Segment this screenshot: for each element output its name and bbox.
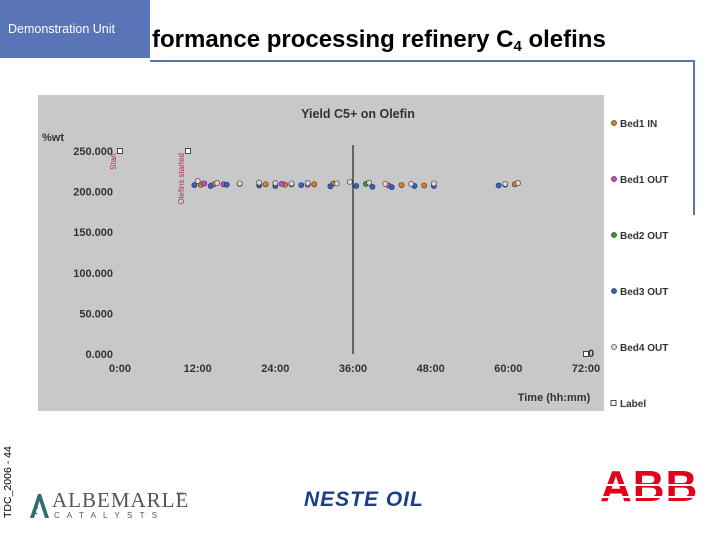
- data-point: [311, 181, 318, 188]
- data-point: [278, 180, 285, 187]
- legend-marker: [611, 176, 617, 182]
- data-point: [382, 180, 389, 187]
- data-point: [262, 181, 269, 188]
- legend-box: [604, 95, 678, 411]
- legend-marker: [611, 120, 617, 126]
- x-tick-label: 48:00: [417, 363, 445, 375]
- unit-label: Demonstration Unit: [8, 22, 115, 36]
- legend-marker: [611, 344, 617, 350]
- y-tick-label: 250.000: [73, 146, 113, 158]
- slide-title: formance processing refinery C4 olefins: [152, 26, 606, 55]
- legend-label: Bed4 OUT: [620, 343, 668, 354]
- title-subscript: 4: [513, 38, 522, 55]
- albemarle-logo: ALBEMARLE ™ C A T A L Y S T S: [28, 488, 188, 522]
- data-point: [431, 180, 437, 187]
- header-bar: Demonstration Unit: [0, 0, 150, 58]
- neste-oil-wordmark: NESTE OIL: [304, 488, 424, 511]
- legend-label: Bed3 OUT: [620, 287, 668, 298]
- annotation-label: Olefins started: [177, 153, 186, 205]
- title-underline: [150, 60, 695, 62]
- y-tick-label: 150.000: [73, 227, 113, 239]
- x-tick-label: 72:00: [572, 363, 600, 375]
- legend-marker: [610, 400, 617, 406]
- annotation-label: Start: [109, 152, 118, 170]
- data-point: [353, 183, 360, 189]
- title-end: olefins: [521, 26, 606, 53]
- data-point: [223, 181, 230, 188]
- y-axis-label: %wt: [42, 132, 64, 144]
- data-point: [272, 180, 279, 186]
- data-point: [236, 180, 243, 187]
- data-point: [327, 183, 334, 190]
- chart-title: Yield C5+ on Olefin: [301, 107, 415, 121]
- data-point: [515, 180, 521, 186]
- data-point: [346, 178, 353, 185]
- data-point: [369, 183, 376, 190]
- albemarle-tm: ™: [176, 490, 184, 499]
- abb-logo: ABB: [600, 462, 697, 511]
- abb-stripe: [600, 484, 696, 486]
- x-tick-label: 0:00: [109, 363, 131, 375]
- y-tick-label: 200.000: [73, 187, 113, 199]
- x-tick-label: 24:00: [261, 363, 289, 375]
- x-tick-label: 12:00: [184, 363, 212, 375]
- data-point: [201, 180, 208, 187]
- annotation-zero: 0: [588, 348, 594, 360]
- data-point: [398, 182, 405, 189]
- albemarle-tagline: C A T A L Y S T S: [54, 511, 160, 520]
- data-point-label: [185, 148, 191, 154]
- data-point: [366, 179, 373, 186]
- right-rule: [693, 60, 695, 215]
- data-point: [304, 180, 311, 186]
- data-point: [388, 184, 395, 191]
- abb-stripe: [600, 496, 696, 498]
- data-point-label: [583, 351, 589, 357]
- data-point: [421, 182, 428, 189]
- data-point: [298, 182, 305, 189]
- side-code: TDC_2006 - 44: [2, 446, 14, 518]
- legend-marker: [611, 288, 617, 294]
- data-point: [408, 180, 415, 187]
- neste-oil-logo: NESTE OIL: [304, 488, 440, 512]
- x-axis-label: Time (hh:mm): [518, 392, 591, 404]
- albemarle-mark-icon: [30, 494, 49, 518]
- albemarle-name: ALBEMARLE: [52, 488, 190, 512]
- x-tick-label: 60:00: [494, 363, 522, 375]
- data-point: [207, 183, 214, 189]
- legend-marker: [611, 232, 617, 238]
- y-tick-label: 50.000: [79, 308, 113, 320]
- legend-label: Bed1 OUT: [620, 175, 668, 186]
- chart-frame: 0.000 50.000 100.000 150.000 200.000 250.000 0…: [38, 95, 678, 411]
- legend-label: Bed1 IN: [620, 119, 657, 130]
- y-tick-label: 100.000: [73, 268, 113, 280]
- data-point: [191, 182, 198, 189]
- data-point: [288, 180, 295, 187]
- abb-wordmark: ABB: [600, 462, 699, 511]
- data-point: [214, 180, 220, 186]
- data-point: [495, 182, 502, 189]
- legend-label: Label: [620, 399, 646, 410]
- legend-label: Bed2 OUT: [620, 231, 668, 242]
- yield-chart: 0.000 50.000 100.000 150.000 200.000 250.000 0…: [42, 95, 678, 411]
- title-main: formance processing refinery C: [152, 26, 514, 53]
- data-point: [333, 180, 340, 187]
- y-tick-label: 0.000: [85, 349, 113, 361]
- data-point-label: [117, 148, 123, 154]
- x-tick-label: 36:00: [339, 363, 367, 375]
- data-point: [502, 180, 508, 187]
- data-point: [256, 179, 263, 186]
- data-point: [194, 178, 201, 184]
